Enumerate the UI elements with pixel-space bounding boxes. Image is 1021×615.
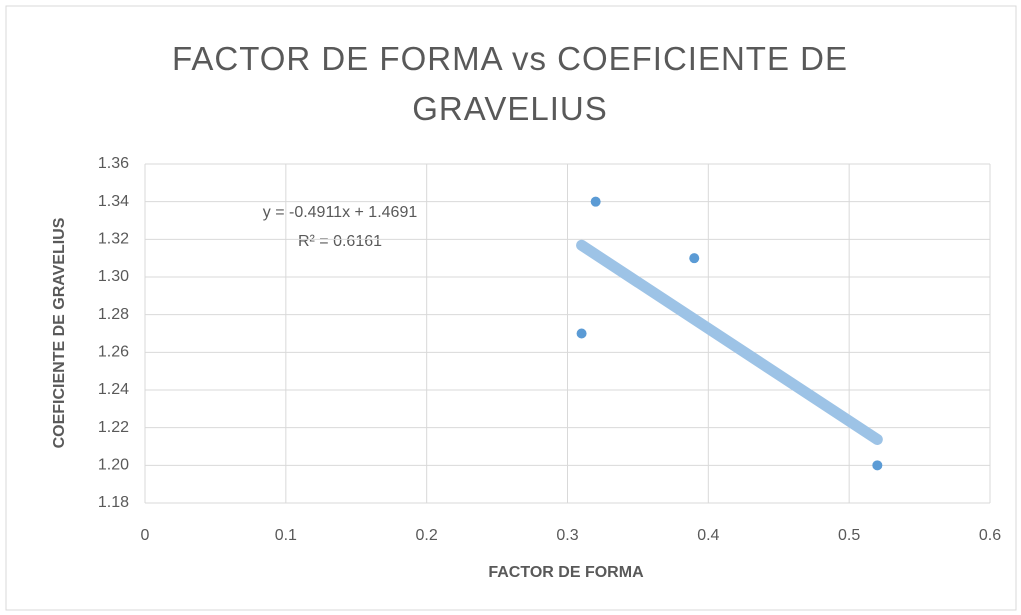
- point: [872, 460, 883, 471]
- x-tick-label: 0.2: [416, 527, 438, 544]
- trendline: [576, 239, 883, 445]
- x-tick-label: 0.3: [556, 527, 578, 544]
- point: [590, 196, 601, 207]
- x-tick-label: 0.4: [697, 527, 719, 544]
- y-tick-label: 1.26: [98, 344, 129, 361]
- x-tick-label: 0.6: [979, 527, 1001, 544]
- chart-border: [5, 5, 1017, 611]
- chart-title: FACTOR DE FORMA vs COEFICIENTE DE GRAVEL…: [172, 40, 848, 127]
- y-tick-label: 1.18: [98, 494, 129, 511]
- y-axis-label: COEFICIENTE DE GRAVELIUS: [51, 217, 68, 448]
- x-tick-label: 0.1: [275, 527, 297, 544]
- x-tick-label: 0.5: [838, 527, 860, 544]
- x-axis-label: FACTOR DE FORMA: [488, 564, 644, 581]
- trendline-r-squared: R² = 0.6161: [298, 233, 382, 250]
- point: [689, 253, 700, 264]
- point: [576, 328, 587, 339]
- y-tick-label: 1.22: [98, 419, 129, 436]
- y-tick-label: 1.30: [98, 268, 129, 285]
- y-tick-label: 1.34: [98, 193, 129, 210]
- trendline-equation: y = -0.4911x + 1.4691: [263, 204, 418, 221]
- y-tick-label: 1.36: [98, 155, 129, 172]
- y-tick-label: 1.20: [98, 457, 129, 474]
- y-tick-label: 1.24: [98, 381, 129, 398]
- x-tick-label: 0: [141, 527, 150, 544]
- y-tick-label: 1.32: [98, 231, 129, 248]
- y-tick-label: 1.28: [98, 306, 129, 323]
